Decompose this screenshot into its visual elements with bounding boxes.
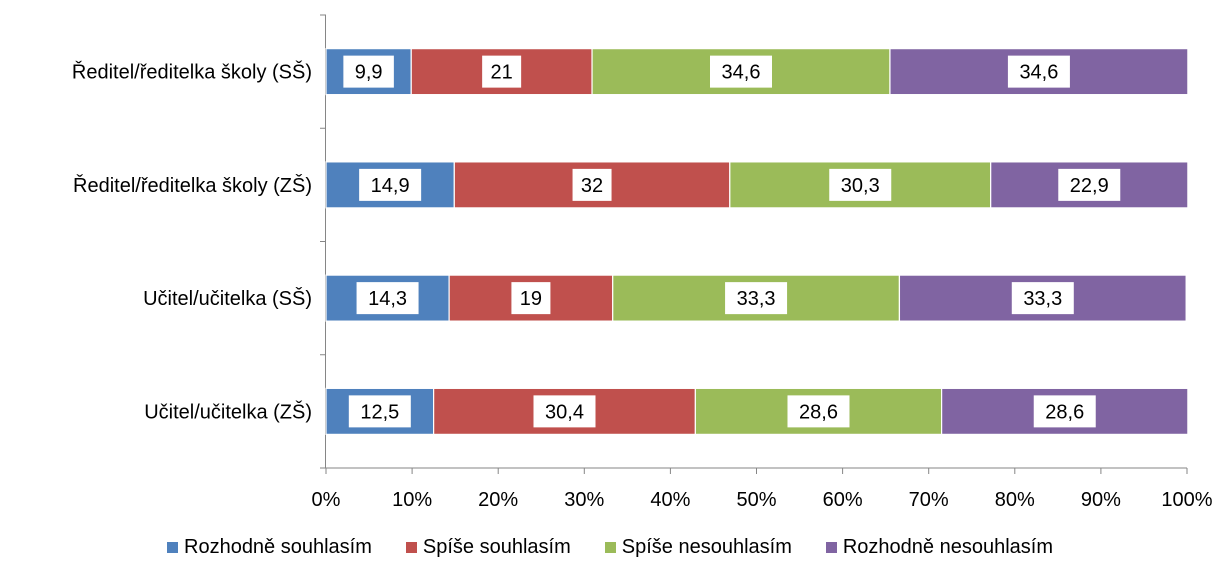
x-tick-label: 90%: [1081, 489, 1121, 511]
category-label: Učitel/učitelka (ZŠ): [144, 400, 312, 423]
data-labels: 9,9 21 34,6 34,6 14,9 32 30,3 22,9 14,3 19 33,3 33,…: [343, 55, 1121, 428]
legend-item: Spíše nesouhlasím: [604, 536, 792, 559]
data-label-box: [1007, 55, 1070, 88]
data-label-box: [1033, 395, 1096, 428]
data-label-box: [710, 55, 773, 88]
data-label-box: [359, 168, 422, 201]
category-label: Ředitel/ředitelka školy (ZŠ): [73, 174, 312, 197]
x-tick-label: 60%: [823, 489, 863, 511]
data-label-box: [1011, 282, 1074, 315]
data-label: 32: [581, 175, 603, 197]
data-label-box: [511, 282, 551, 315]
data-label: 30,4: [545, 401, 584, 423]
data-label-box: [356, 282, 419, 315]
data-label-box: [829, 168, 892, 201]
data-label: 22,9: [1070, 175, 1109, 197]
data-label-box: [533, 395, 596, 428]
legend-item: Rozhodně souhlasím: [167, 536, 372, 559]
data-label: 14,9: [371, 175, 410, 197]
legend-item: Rozhodně nesouhlasím: [825, 536, 1053, 559]
data-label: 33,3: [737, 288, 776, 310]
data-label-box: [1058, 168, 1121, 201]
legend-label: Rozhodně nesouhlasím: [842, 536, 1053, 558]
x-tick-label: 30%: [564, 489, 604, 511]
legend-item: Spíše souhlasím: [405, 536, 571, 559]
data-label-box: [572, 168, 612, 201]
legend-swatch: [405, 542, 417, 553]
legend-swatch: [167, 542, 178, 553]
data-label: 34,6: [722, 62, 761, 84]
category-label: Ředitel/ředitelka školy (SŠ): [72, 61, 312, 84]
legend-swatch: [825, 542, 837, 553]
data-label: 14,3: [368, 288, 407, 310]
data-label: 12,5: [360, 401, 399, 423]
x-tick-label: 40%: [650, 489, 690, 511]
x-tick-label: 100%: [1161, 489, 1212, 511]
legend-label: Rozhodně souhlasím: [184, 536, 372, 558]
category-label: Učitel/učitelka (SŠ): [143, 287, 312, 310]
data-label-box: [482, 55, 522, 88]
data-label-box: [343, 55, 394, 88]
data-label: 9,9: [355, 62, 383, 84]
data-label: 33,3: [1023, 288, 1062, 310]
x-tick-label: 50%: [736, 489, 776, 511]
x-tick-label: 0%: [312, 489, 341, 511]
data-label: 21: [491, 62, 513, 84]
data-label: 30,3: [841, 175, 880, 197]
x-tick-label: 10%: [392, 489, 432, 511]
legend-label: Spíše nesouhlasím: [621, 536, 792, 558]
data-label: 19: [520, 288, 542, 310]
legend-swatch: [604, 542, 616, 553]
data-label: 34,6: [1019, 62, 1058, 84]
data-label: 28,6: [1045, 401, 1084, 423]
legend-label: Spíše souhlasím: [422, 536, 571, 558]
data-label-box: [348, 395, 411, 428]
data-label-box: [725, 282, 788, 315]
x-tick-label: 70%: [909, 489, 949, 511]
legend: Rozhodně souhlasím Spíše souhlasím Spíše n…: [0, 536, 1220, 559]
data-label-box: [787, 395, 850, 428]
x-tick-label: 20%: [478, 489, 518, 511]
plot-area: 0% 10% 20% 30% 40% 50% 60% 70% 80% 90% 100% Ředitel…: [72, 14, 1213, 511]
data-label: 28,6: [799, 401, 838, 423]
x-tick-label: 80%: [995, 489, 1035, 511]
